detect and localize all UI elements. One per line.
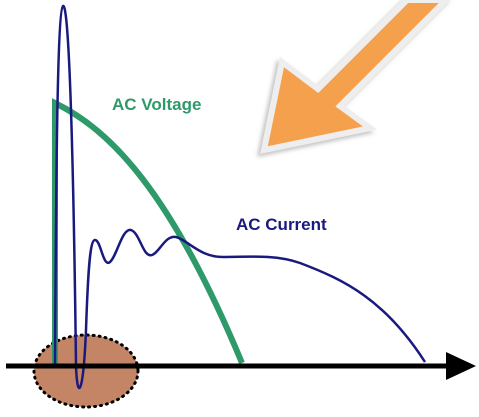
- orange-arrow: [264, 0, 446, 150]
- page: AC Voltage AC Current (() => { const dat…: [0, 0, 479, 417]
- axis-arrowhead: [446, 352, 476, 380]
- diagram: AC Voltage AC Current: [0, 0, 479, 417]
- current-label: AC Current: [236, 215, 327, 234]
- voltage-label: AC Voltage: [112, 95, 201, 114]
- voltage-curve: [55, 103, 242, 365]
